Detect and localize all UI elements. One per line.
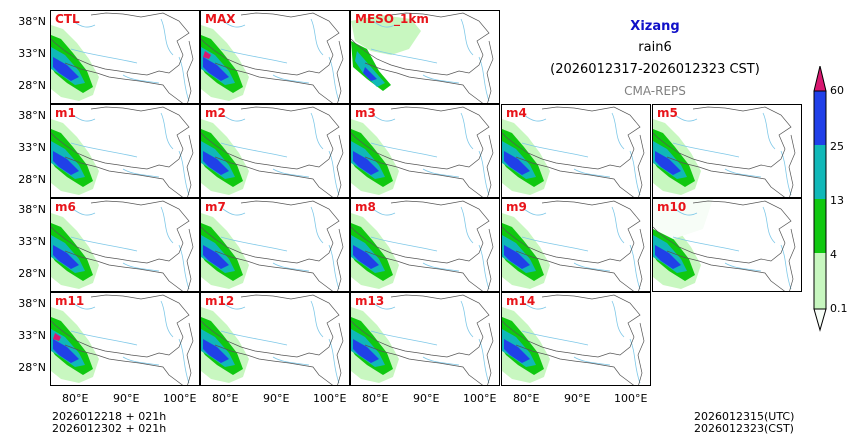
panel-map-svg [502,200,645,291]
lat-tick-label: 38°N [18,109,46,122]
ensemble-panel-m3: m3 [350,104,500,198]
colorbar [810,65,830,332]
colorbar-level-label: 60 [830,84,844,97]
valid-time-cst: 2026012323(CST) [694,422,794,435]
panel-map-svg [201,200,344,291]
lon-tick-label: 80°E [212,392,239,405]
panel-map-svg [351,200,494,291]
panel-map-svg [351,106,494,197]
map-title-system: CMA-REPS [624,84,686,98]
ensemble-panel-ctl: CTL [50,10,200,104]
panel-map-svg [502,106,645,197]
panel-label: m2 [205,106,226,120]
panel-label: m12 [205,294,235,308]
lon-tick-label: 80°E [362,392,389,405]
lat-tick-label: 28°N [18,267,46,280]
panel-map-svg [51,200,194,291]
panel-map-svg [51,294,194,385]
panel-label: m3 [355,106,376,120]
panel-map-svg [201,106,344,197]
ensemble-panel-m10: m10 [652,198,802,292]
colorbar-svg [813,65,827,332]
lat-tick-label: 33°N [18,141,46,154]
panel-label: m14 [506,294,536,308]
lon-tick-label: 80°E [513,392,540,405]
colorbar-level-label: 13 [830,194,844,207]
panel-label: CTL [55,12,80,26]
panel-map-svg [201,12,344,103]
ensemble-panel-m14: m14 [501,292,651,386]
lon-tick-label: 100°E [463,392,497,405]
lon-tick-label: 100°E [163,392,197,405]
colorbar-level-label: 4 [830,248,837,261]
ensemble-panel-m13: m13 [350,292,500,386]
lat-tick-label: 33°N [18,47,46,60]
panel-map-svg [653,199,796,291]
ensemble-panel-max: MAX [200,10,350,104]
lon-tick-label: 90°E [113,392,140,405]
ensemble-panel-m7: m7 [200,198,350,292]
lat-tick-label: 28°N [18,173,46,186]
ensemble-panel-m2: m2 [200,104,350,198]
lon-tick-label: 90°E [413,392,440,405]
panel-label: m9 [506,200,527,214]
ensemble-panel-m11: m11 [50,292,200,386]
panel-label: m11 [55,294,85,308]
lat-tick-label: 38°N [18,203,46,216]
panel-label: m6 [55,200,76,214]
init-time-utc: 2026012218 + 021h [52,410,167,423]
colorbar-level-label: 25 [830,140,844,153]
lat-tick-label: 28°N [18,79,46,92]
lat-tick-label: 38°N [18,15,46,28]
init-time-cst: 2026012302 + 021h [52,422,167,435]
lon-tick-label: 90°E [564,392,591,405]
ensemble-panel-m4: m4 [501,104,651,198]
ensemble-panel-m6: m6 [50,198,200,292]
ensemble-panel-m8: m8 [350,198,500,292]
ensemble-panel-m9: m9 [501,198,651,292]
ensemble-panel-m12: m12 [200,292,350,386]
panel-map-svg [201,294,344,385]
lon-tick-label: 100°E [614,392,648,405]
panel-label: m13 [355,294,385,308]
ensemble-panel-m5: m5 [652,104,802,198]
ensemble-panel-meso_1km: MESO_1km [350,10,500,104]
panel-map-svg [351,294,494,385]
lon-tick-label: 80°E [62,392,89,405]
valid-time-utc: 2026012315(UTC) [694,410,795,423]
panel-label: m10 [657,200,687,214]
init-time-block: 2026012218 + 021h 2026012302 + 021h [52,411,166,435]
panel-map-svg [653,106,796,197]
map-title-period: (2026012317-2026012323 CST) [550,62,760,77]
panel-map-svg [51,12,194,103]
map-title-region: Xizang [630,19,680,34]
panel-label: MAX [205,12,236,26]
panel-map-svg [502,294,645,385]
panel-map-svg [351,12,494,103]
panel-label: m4 [506,106,527,120]
lat-tick-label: 38°N [18,297,46,310]
panel-label: m7 [205,200,226,214]
panel-label: m1 [55,106,76,120]
lon-tick-label: 100°E [313,392,347,405]
panel-map-svg [51,106,194,197]
panel-label: m5 [657,106,678,120]
lon-tick-label: 90°E [263,392,290,405]
ensemble-panel-m1: m1 [50,104,200,198]
valid-time-block: 2026012315(UTC) 2026012323(CST) [694,411,794,435]
lat-tick-label: 33°N [18,235,46,248]
panel-label: MESO_1km [355,12,429,26]
lat-tick-label: 33°N [18,329,46,342]
map-title-variable: rain6 [638,40,672,55]
colorbar-level-label: 0.1 [830,302,848,315]
lat-tick-label: 28°N [18,361,46,374]
panel-label: m8 [355,200,376,214]
